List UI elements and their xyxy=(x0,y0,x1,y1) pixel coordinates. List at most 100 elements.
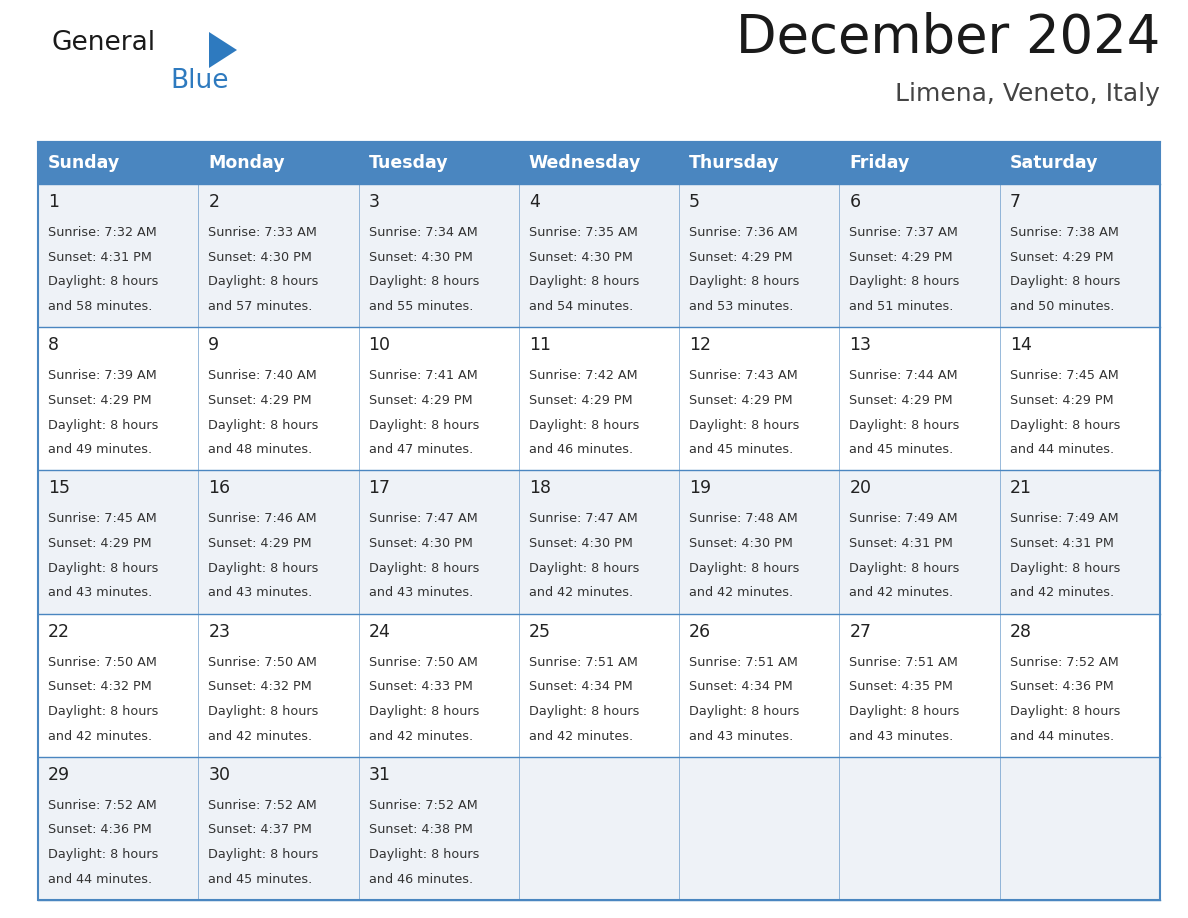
Text: 23: 23 xyxy=(208,622,230,641)
Text: 18: 18 xyxy=(529,479,551,498)
Text: Sunset: 4:36 PM: Sunset: 4:36 PM xyxy=(1010,680,1113,693)
Text: Sunset: 4:31 PM: Sunset: 4:31 PM xyxy=(1010,537,1113,550)
Bar xyxy=(38,470,1159,613)
Text: Sunrise: 7:52 AM: Sunrise: 7:52 AM xyxy=(48,799,157,812)
Text: and 44 minutes.: and 44 minutes. xyxy=(1010,443,1114,456)
Text: Daylight: 8 hours: Daylight: 8 hours xyxy=(849,419,960,431)
Text: and 42 minutes.: and 42 minutes. xyxy=(368,730,473,743)
Text: 26: 26 xyxy=(689,622,712,641)
Text: Daylight: 8 hours: Daylight: 8 hours xyxy=(849,562,960,575)
Text: and 50 minutes.: and 50 minutes. xyxy=(1010,300,1114,313)
Text: 6: 6 xyxy=(849,193,860,211)
Text: Daylight: 8 hours: Daylight: 8 hours xyxy=(529,705,639,718)
Text: Sunrise: 7:35 AM: Sunrise: 7:35 AM xyxy=(529,226,638,239)
Text: and 42 minutes.: and 42 minutes. xyxy=(689,587,794,599)
Text: Daylight: 8 hours: Daylight: 8 hours xyxy=(529,562,639,575)
Text: Daylight: 8 hours: Daylight: 8 hours xyxy=(689,275,800,288)
Text: 28: 28 xyxy=(1010,622,1031,641)
Text: Sunrise: 7:34 AM: Sunrise: 7:34 AM xyxy=(368,226,478,239)
Text: Sunrise: 7:50 AM: Sunrise: 7:50 AM xyxy=(368,655,478,668)
Text: Sunrise: 7:51 AM: Sunrise: 7:51 AM xyxy=(849,655,959,668)
Text: Daylight: 8 hours: Daylight: 8 hours xyxy=(849,705,960,718)
Text: Sunrise: 7:39 AM: Sunrise: 7:39 AM xyxy=(48,369,157,382)
Text: Sunrise: 7:36 AM: Sunrise: 7:36 AM xyxy=(689,226,798,239)
Text: Friday: Friday xyxy=(849,154,910,172)
Text: 13: 13 xyxy=(849,336,872,354)
Text: and 42 minutes.: and 42 minutes. xyxy=(208,730,312,743)
Text: Sunset: 4:29 PM: Sunset: 4:29 PM xyxy=(208,394,312,407)
Text: and 45 minutes.: and 45 minutes. xyxy=(208,873,312,886)
Text: Sunset: 4:29 PM: Sunset: 4:29 PM xyxy=(849,394,953,407)
Text: and 45 minutes.: and 45 minutes. xyxy=(849,443,954,456)
Text: Daylight: 8 hours: Daylight: 8 hours xyxy=(689,562,800,575)
Text: Daylight: 8 hours: Daylight: 8 hours xyxy=(48,562,158,575)
Text: 3: 3 xyxy=(368,193,380,211)
Text: Sunrise: 7:33 AM: Sunrise: 7:33 AM xyxy=(208,226,317,239)
Text: 1: 1 xyxy=(48,193,59,211)
Text: 4: 4 xyxy=(529,193,539,211)
Text: Sunrise: 7:52 AM: Sunrise: 7:52 AM xyxy=(368,799,478,812)
Text: Daylight: 8 hours: Daylight: 8 hours xyxy=(48,848,158,861)
Text: 11: 11 xyxy=(529,336,551,354)
Text: Daylight: 8 hours: Daylight: 8 hours xyxy=(208,275,318,288)
Bar xyxy=(38,613,1159,756)
Text: 9: 9 xyxy=(208,336,220,354)
Text: Sunday: Sunday xyxy=(48,154,120,172)
Text: Sunrise: 7:47 AM: Sunrise: 7:47 AM xyxy=(368,512,478,525)
Text: Sunrise: 7:37 AM: Sunrise: 7:37 AM xyxy=(849,226,959,239)
Text: 24: 24 xyxy=(368,622,391,641)
Text: Daylight: 8 hours: Daylight: 8 hours xyxy=(208,419,318,431)
Text: Daylight: 8 hours: Daylight: 8 hours xyxy=(48,275,158,288)
Text: Tuesday: Tuesday xyxy=(368,154,448,172)
Text: Sunrise: 7:52 AM: Sunrise: 7:52 AM xyxy=(208,799,317,812)
Text: 30: 30 xyxy=(208,766,230,784)
Text: Sunset: 4:30 PM: Sunset: 4:30 PM xyxy=(529,251,633,263)
Text: Sunrise: 7:41 AM: Sunrise: 7:41 AM xyxy=(368,369,478,382)
Text: Sunset: 4:31 PM: Sunset: 4:31 PM xyxy=(849,537,953,550)
Text: Sunrise: 7:44 AM: Sunrise: 7:44 AM xyxy=(849,369,958,382)
Text: Sunrise: 7:40 AM: Sunrise: 7:40 AM xyxy=(208,369,317,382)
Text: Sunrise: 7:51 AM: Sunrise: 7:51 AM xyxy=(689,655,798,668)
Text: Daylight: 8 hours: Daylight: 8 hours xyxy=(1010,275,1120,288)
Text: Daylight: 8 hours: Daylight: 8 hours xyxy=(208,705,318,718)
Text: and 48 minutes.: and 48 minutes. xyxy=(208,443,312,456)
Text: and 53 minutes.: and 53 minutes. xyxy=(689,300,794,313)
Bar xyxy=(38,756,1159,900)
Text: Daylight: 8 hours: Daylight: 8 hours xyxy=(1010,562,1120,575)
Text: 14: 14 xyxy=(1010,336,1031,354)
Text: and 43 minutes.: and 43 minutes. xyxy=(368,587,473,599)
Text: Daylight: 8 hours: Daylight: 8 hours xyxy=(368,705,479,718)
Text: Daylight: 8 hours: Daylight: 8 hours xyxy=(208,848,318,861)
Text: and 57 minutes.: and 57 minutes. xyxy=(208,300,312,313)
Text: Daylight: 8 hours: Daylight: 8 hours xyxy=(368,848,479,861)
Text: Sunrise: 7:32 AM: Sunrise: 7:32 AM xyxy=(48,226,157,239)
Text: Sunset: 4:34 PM: Sunset: 4:34 PM xyxy=(689,680,792,693)
Text: Blue: Blue xyxy=(170,68,228,94)
Text: and 43 minutes.: and 43 minutes. xyxy=(48,587,152,599)
Text: Monday: Monday xyxy=(208,154,285,172)
Text: and 46 minutes.: and 46 minutes. xyxy=(529,443,633,456)
Text: and 43 minutes.: and 43 minutes. xyxy=(849,730,954,743)
Text: Sunset: 4:30 PM: Sunset: 4:30 PM xyxy=(368,537,473,550)
Text: Sunset: 4:36 PM: Sunset: 4:36 PM xyxy=(48,823,152,836)
Text: and 43 minutes.: and 43 minutes. xyxy=(689,730,794,743)
Text: 19: 19 xyxy=(689,479,712,498)
Text: Daylight: 8 hours: Daylight: 8 hours xyxy=(368,562,479,575)
Text: Sunset: 4:35 PM: Sunset: 4:35 PM xyxy=(849,680,953,693)
Text: 22: 22 xyxy=(48,622,70,641)
Text: Sunset: 4:33 PM: Sunset: 4:33 PM xyxy=(368,680,473,693)
Text: Sunrise: 7:48 AM: Sunrise: 7:48 AM xyxy=(689,512,798,525)
Text: Sunrise: 7:49 AM: Sunrise: 7:49 AM xyxy=(1010,512,1118,525)
Text: 16: 16 xyxy=(208,479,230,498)
Text: Sunset: 4:29 PM: Sunset: 4:29 PM xyxy=(689,394,792,407)
Text: and 46 minutes.: and 46 minutes. xyxy=(368,873,473,886)
Text: 27: 27 xyxy=(849,622,872,641)
Text: 17: 17 xyxy=(368,479,391,498)
Text: Sunrise: 7:45 AM: Sunrise: 7:45 AM xyxy=(1010,369,1118,382)
Text: and 49 minutes.: and 49 minutes. xyxy=(48,443,152,456)
Text: 20: 20 xyxy=(849,479,872,498)
Text: 10: 10 xyxy=(368,336,391,354)
Text: Daylight: 8 hours: Daylight: 8 hours xyxy=(1010,705,1120,718)
Text: Daylight: 8 hours: Daylight: 8 hours xyxy=(529,275,639,288)
Bar xyxy=(38,142,1159,184)
